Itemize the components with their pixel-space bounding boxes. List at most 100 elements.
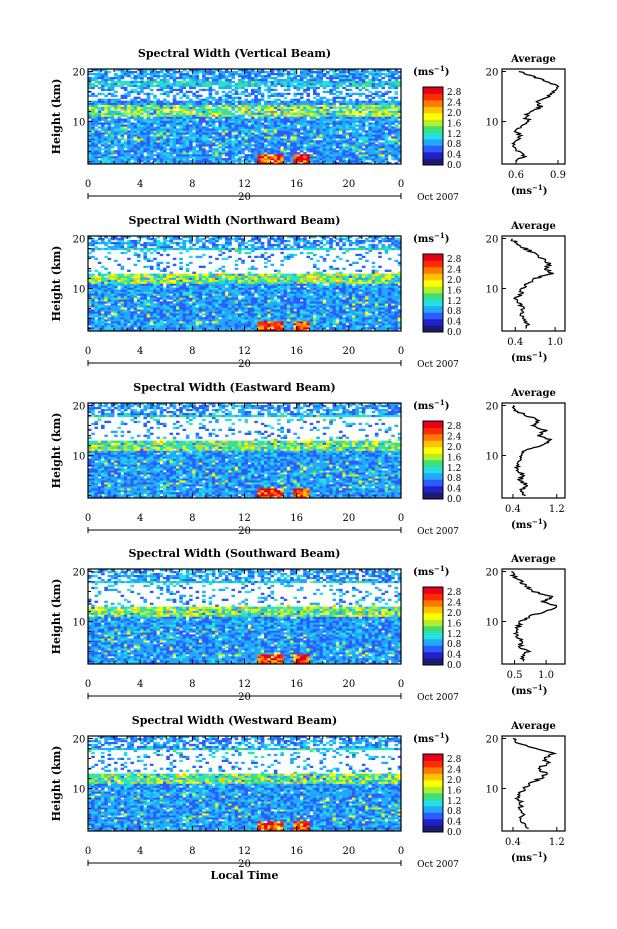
heatmap-cell (143, 114, 147, 117)
heatmap-cell (130, 158, 134, 161)
heatmap-cell (293, 138, 297, 141)
heatmap-cell (153, 94, 157, 98)
heatmap-cell (283, 84, 288, 88)
heatmap-cell (355, 148, 359, 151)
heatmap-cell (172, 80, 177, 84)
heatmap-cell (257, 132, 262, 135)
heatmap-cell (101, 329, 105, 332)
heatmap-cell (378, 106, 382, 109)
heatmap-cell (299, 154, 304, 157)
heatmap-cell (172, 124, 177, 127)
heatmap-cell (198, 112, 203, 115)
heatmap-cell (123, 303, 128, 306)
heatmap-cell (368, 144, 372, 147)
heatmap-cell (198, 134, 203, 137)
heatmap-cell (309, 100, 314, 103)
heatmap-cell (260, 70, 265, 74)
heatmap-cell (329, 122, 333, 125)
heatmap-cell (309, 158, 314, 161)
heatmap-cell (176, 305, 180, 308)
heatmap-cell (123, 329, 128, 332)
heatmap-cell (110, 277, 115, 280)
heatmap-cell (97, 295, 102, 298)
heatmap-cell (114, 74, 118, 78)
heatmap-cell (290, 148, 294, 151)
heatmap-cell (140, 100, 144, 103)
heatmap-cell (110, 327, 115, 330)
heatmap-cell (286, 124, 291, 127)
heatmap-cell (104, 315, 108, 318)
heatmap-cell (371, 142, 376, 145)
heatmap-cell (156, 245, 161, 249)
heatmap-cell (335, 140, 340, 143)
heatmap-cell (296, 100, 301, 103)
heatmap-cell (117, 275, 121, 278)
heatmap-cell (273, 106, 278, 109)
heatmap-cell (94, 114, 99, 117)
heatmap-cell (110, 291, 115, 294)
heatmap-cell (192, 140, 196, 143)
heatmap-cell (231, 122, 236, 125)
heatmap-cell (257, 106, 262, 109)
heatmap-cell (218, 82, 222, 86)
heatmap-cell (277, 80, 281, 84)
heatmap-cell (371, 72, 376, 76)
heatmap-cell (91, 281, 95, 284)
heatmap-cell (290, 128, 294, 131)
heatmap-cell (319, 150, 324, 153)
heatmap-cell (120, 247, 125, 251)
heatmap-cell (381, 106, 385, 109)
heatmap-cell (179, 124, 183, 127)
heatmap-cell (104, 130, 108, 133)
heatmap-cell (326, 158, 330, 161)
heatmap-cell (267, 158, 271, 161)
heatmap-cell (189, 112, 193, 115)
heatmap-cell (120, 144, 125, 147)
heatmap-cell (133, 134, 138, 137)
heatmap-cell (140, 249, 144, 253)
heatmap-cell (107, 309, 112, 312)
heatmap-cell (123, 96, 128, 99)
heatmap-cell (97, 114, 102, 117)
heatmap-cell (283, 122, 288, 125)
heatmap-cell (251, 120, 255, 123)
heatmap-cell (322, 132, 327, 135)
heatmap-cell (228, 80, 232, 84)
heatmap-cell (97, 303, 102, 306)
heatmap-cell (195, 138, 200, 141)
heatmap-cell (91, 128, 95, 131)
heatmap-cell (267, 88, 271, 92)
heatmap-cell (391, 126, 395, 129)
heatmap-cell (88, 84, 92, 88)
heatmap-cell (127, 239, 131, 243)
heatmap-cell (94, 325, 99, 328)
heatmap-cell (91, 106, 95, 109)
heatmap-cell (368, 150, 372, 153)
heatmap-cell (114, 313, 118, 316)
heatmap-cell (264, 120, 268, 123)
heatmap-cell (94, 301, 99, 304)
heatmap-cell (290, 106, 294, 109)
heatmap-cell (97, 160, 102, 163)
heatmap-cell (368, 130, 372, 133)
heatmap-cell (136, 118, 141, 121)
heatmap-cell (293, 70, 297, 74)
heatmap-cell (316, 92, 320, 96)
heatmap-cell (189, 100, 193, 103)
heatmap-cell (101, 299, 105, 302)
heatmap-cell (368, 142, 372, 145)
heatmap-cell (195, 106, 200, 109)
heatmap-cell (381, 110, 385, 113)
heatmap-cell (326, 122, 330, 125)
heatmap-cell (205, 128, 209, 131)
heatmap-cell (153, 241, 157, 245)
heatmap-cell (146, 277, 151, 280)
heatmap-cell (97, 305, 102, 308)
heatmap-cell (146, 80, 151, 84)
heatmap-cell (326, 108, 330, 111)
heatmap-cell (149, 112, 154, 115)
heatmap-cell (267, 80, 271, 84)
heatmap-cell (208, 94, 213, 98)
heatmap-cell (107, 116, 112, 119)
heatmap-cell (205, 124, 209, 127)
